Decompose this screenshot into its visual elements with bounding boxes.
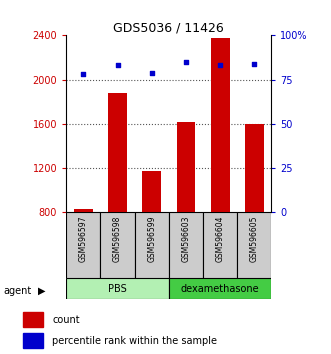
- Bar: [245, 124, 264, 212]
- Bar: [23, 333, 43, 348]
- Bar: [176, 122, 195, 212]
- Bar: [23, 312, 43, 327]
- Bar: [142, 171, 161, 212]
- Point: [115, 63, 120, 68]
- Text: GSM596605: GSM596605: [250, 216, 259, 262]
- Point: [183, 59, 189, 65]
- Bar: [135, 212, 169, 278]
- Bar: [74, 209, 93, 212]
- Title: GDS5036 / 11426: GDS5036 / 11426: [114, 21, 224, 34]
- Bar: [211, 38, 229, 212]
- Text: dexamethasone: dexamethasone: [181, 284, 260, 293]
- Point: [217, 63, 223, 68]
- Bar: [100, 212, 135, 278]
- Text: GSM596599: GSM596599: [147, 216, 156, 262]
- Text: GSM596603: GSM596603: [181, 216, 190, 262]
- Text: ▶: ▶: [38, 286, 46, 296]
- Text: count: count: [52, 315, 80, 325]
- Text: GSM596598: GSM596598: [113, 216, 122, 262]
- Bar: [66, 278, 169, 299]
- Text: percentile rank within the sample: percentile rank within the sample: [52, 336, 217, 346]
- Bar: [203, 212, 237, 278]
- Point: [81, 72, 86, 77]
- Bar: [169, 278, 271, 299]
- Text: GSM596597: GSM596597: [79, 216, 88, 262]
- Bar: [108, 93, 127, 212]
- Point: [149, 70, 154, 75]
- Text: PBS: PBS: [108, 284, 127, 293]
- Bar: [169, 212, 203, 278]
- Bar: [66, 212, 100, 278]
- Point: [252, 61, 257, 67]
- Text: GSM596604: GSM596604: [215, 216, 225, 262]
- Text: agent: agent: [3, 286, 31, 296]
- Bar: [237, 212, 271, 278]
